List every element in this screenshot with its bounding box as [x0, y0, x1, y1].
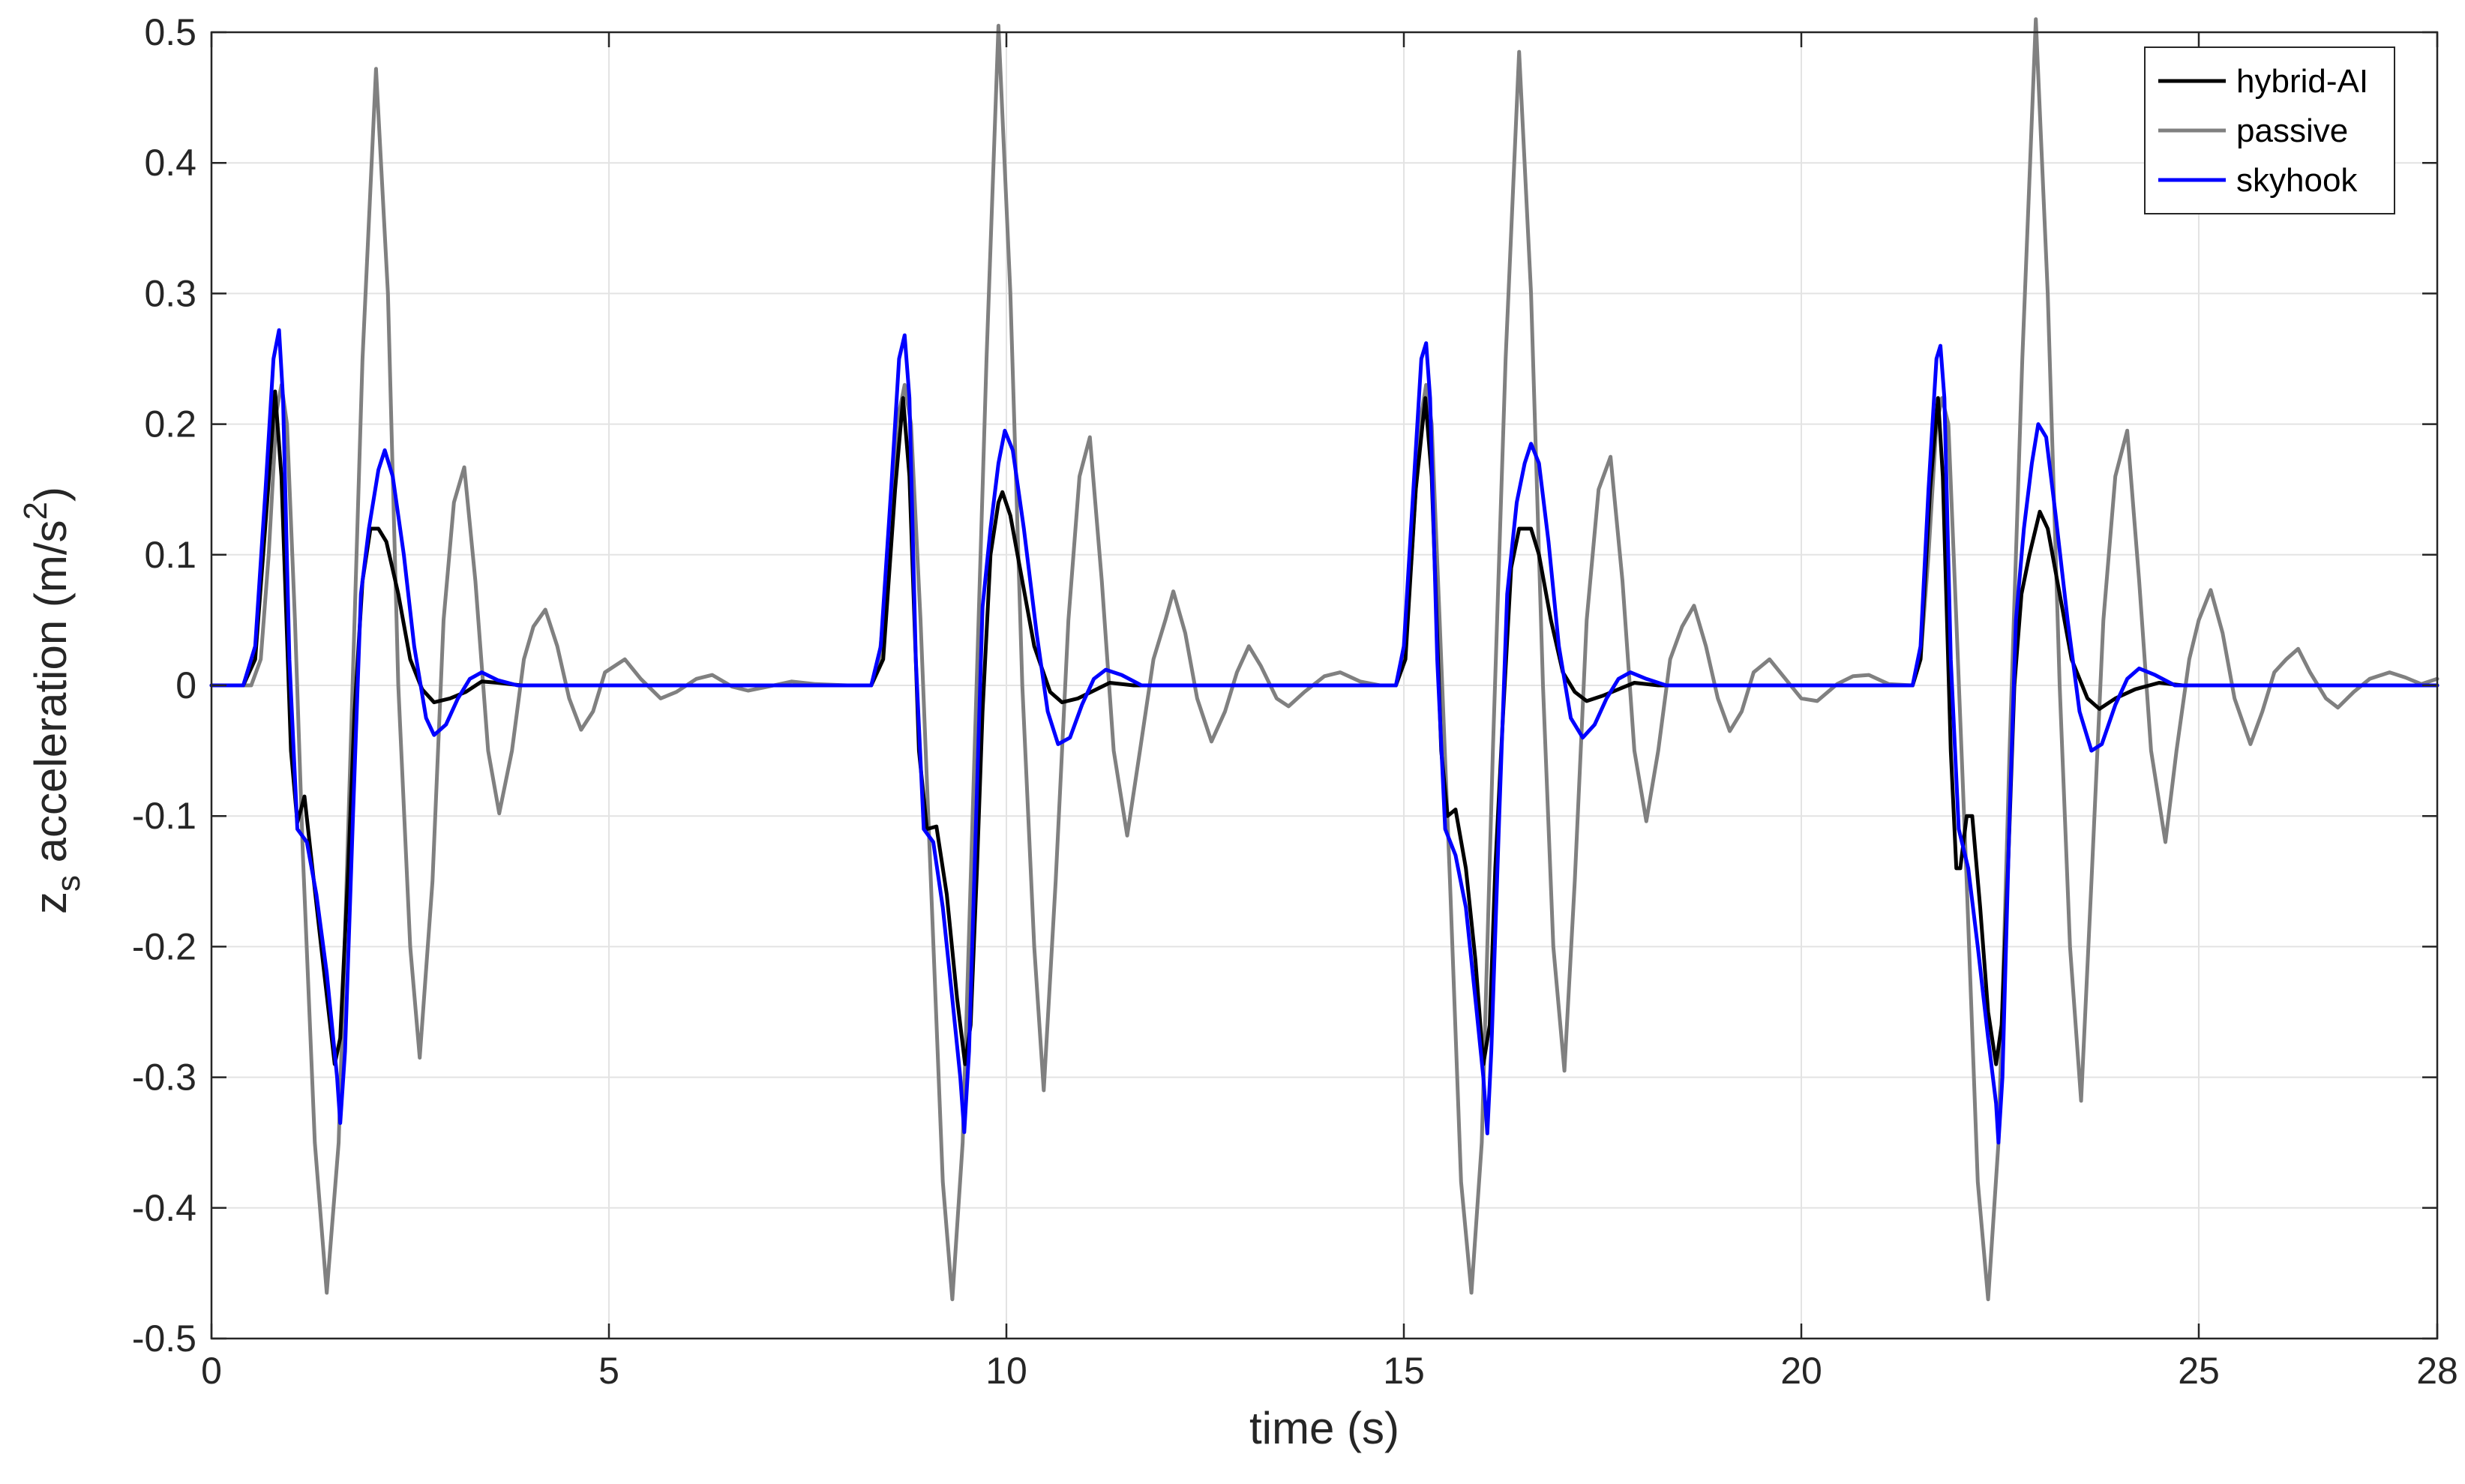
legend-label: hybrid-AI: [2236, 63, 2368, 100]
x-tick-label: 10: [985, 1350, 1027, 1392]
legend: hybrid-AI passive skyhook: [2144, 46, 2395, 214]
x-tick-label: 28: [2416, 1350, 2458, 1392]
series-line-skyhook: [209, 328, 2440, 1145]
series-line-passive: [209, 17, 2440, 1302]
y-tick-label: 0: [175, 664, 196, 706]
y-tick-label: -0.2: [132, 925, 196, 967]
y-axis-label-close: ): [25, 487, 76, 502]
legend-items: hybrid-AI passive skyhook: [2158, 63, 2368, 199]
x-tick-label: 20: [1780, 1350, 1822, 1392]
y-tick-label: -0.1: [132, 795, 196, 837]
x-tick-label: 15: [1383, 1350, 1425, 1392]
y-axis: -0.5 -0.4 -0.3 -0.2 -0.1 0 0.1 0.2 0.3 0.4 0.5: [132, 11, 2437, 1360]
y-tick-label: 0.1: [144, 534, 196, 576]
y-axis-label-rest: acceleration (m/s: [25, 520, 76, 875]
y-tick-label: 0.4: [144, 142, 196, 184]
x-tick-label: 0: [201, 1350, 222, 1392]
x-axis-label: time (s): [1249, 1403, 1399, 1453]
y-tick-label: -0.4: [132, 1187, 196, 1229]
y-tick-label: 0.5: [144, 11, 196, 53]
y-tick-label: 0.2: [144, 403, 196, 445]
x-tick-label: 25: [2178, 1350, 2220, 1392]
y-axis-label-main: z: [25, 892, 76, 914]
x-axis: 0 5 10 15 20 25 28: [201, 32, 2458, 1392]
series-layer: [209, 17, 2440, 1302]
y-tick-label: -0.3: [132, 1057, 196, 1099]
y-axis-label-sup: 2: [17, 502, 54, 520]
y-tick-label: 0.3: [144, 272, 196, 314]
y-axis-label: zs acceleration (m/s2): [17, 487, 87, 914]
x-tick-label: 5: [598, 1350, 619, 1392]
y-tick-label: -0.5: [132, 1318, 196, 1360]
y-axis-label-sub: s: [50, 875, 87, 892]
legend-label: skyhook: [2236, 162, 2358, 199]
legend-label: passive: [2236, 112, 2348, 149]
